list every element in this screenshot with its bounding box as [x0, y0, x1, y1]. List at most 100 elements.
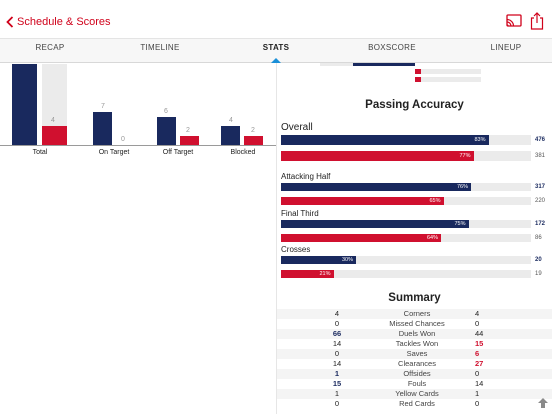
home-passing-bar: 83% — [281, 135, 489, 145]
passing-row-label: Crosses — [281, 245, 311, 254]
on-target-home-bar — [93, 112, 112, 145]
summary-home-value: 66 — [332, 329, 342, 338]
home-passing-track: 30% — [281, 256, 531, 264]
panel-divider — [276, 63, 277, 414]
away-passing-track: 21% — [281, 270, 531, 278]
summary-home-value: 4 — [334, 309, 340, 318]
off-target-away-value: 2 — [186, 127, 190, 134]
prev-home-bar — [353, 63, 415, 66]
summary-home-value: 15 — [332, 379, 342, 388]
away-passing-count: 220 — [535, 198, 546, 204]
blocked-away-bar — [244, 136, 263, 145]
away-passing-bar: 65% — [281, 197, 444, 205]
total-away-track — [42, 64, 67, 126]
summary-away-value: 6 — [475, 349, 480, 358]
home-passing-pct: 76% — [456, 184, 468, 190]
summary-stat-label: Offsides — [403, 369, 431, 378]
off-target-home-value: 6 — [164, 108, 168, 115]
tab-stats[interactable]: STATS — [226, 39, 326, 63]
shots-label: On Target — [98, 149, 130, 156]
summary-away-value: 44 — [475, 329, 484, 338]
tab-lineup[interactable]: LINEUP — [456, 39, 552, 63]
active-tab-indicator — [271, 58, 281, 63]
on-target-home-value: 7 — [101, 103, 105, 110]
tab-timeline[interactable]: TIMELINE — [110, 39, 210, 63]
summary-away-value: 4 — [475, 309, 480, 318]
summary-home-value: 1 — [334, 369, 340, 378]
away-passing-pct: 21% — [319, 271, 331, 277]
chevron-left-icon — [6, 16, 14, 28]
tab-label: TIMELINE — [140, 43, 180, 52]
home-passing-track: 75% — [281, 220, 531, 228]
summary-stat-label: Missed Chances — [389, 319, 445, 328]
summary-row: 1 Offsides 0 — [277, 369, 552, 379]
passing-row-label: Attacking Half — [281, 172, 331, 181]
blocked-away-value: 2 — [251, 127, 255, 134]
tab-label: RECAP — [35, 43, 65, 52]
blocked-home-value: 4 — [229, 117, 233, 124]
on-target-away-value: 0 — [121, 136, 125, 143]
shots-label: Blocked — [230, 149, 256, 156]
tab-label: LINEUP — [490, 43, 522, 52]
home-passing-count: 476 — [535, 137, 546, 143]
summary-home-value: 0 — [334, 349, 340, 358]
top-bar — [0, 0, 552, 38]
away-passing-bar: 21% — [281, 270, 334, 278]
summary-away-value: 14 — [475, 379, 484, 388]
summary-stat-label: Fouls — [407, 379, 427, 388]
off-target-away-bar — [180, 136, 199, 145]
back-button[interactable]: Schedule & Scores — [6, 14, 116, 30]
summary-home-value: 0 — [334, 319, 340, 328]
away-passing-pct: 64% — [426, 235, 438, 241]
summary-row: 0 Missed Chances 0 — [277, 319, 552, 329]
away-passing-track: 65% — [281, 197, 531, 205]
shots-chart: 4 Total 7 0 On Target 6 2 Off Target 4 2… — [0, 63, 276, 414]
summary-stat-label: Red Cards — [399, 399, 435, 408]
away-passing-pct: 65% — [429, 198, 441, 204]
shots-label: Off Target — [162, 149, 194, 156]
summary-row: 0 Saves 6 — [277, 349, 552, 359]
total-away-value: 4 — [51, 117, 55, 124]
tab-label: BOXSCORE — [368, 43, 416, 52]
total-away-bar — [42, 126, 67, 145]
scroll-to-top-icon[interactable] — [537, 396, 549, 408]
summary-stat-label: Tackles Won — [395, 339, 439, 348]
summary-row: 66 Duels Won 44 — [277, 329, 552, 339]
summary-row: 0 Red Cards 0 — [277, 399, 552, 409]
chart-baseline — [0, 145, 276, 146]
home-passing-pct: 75% — [454, 221, 466, 227]
summary-home-value: 1 — [334, 389, 340, 398]
summary-row: 15 Fouls 14 — [277, 379, 552, 389]
away-passing-track: 77% — [281, 151, 531, 161]
tab-recap[interactable]: RECAP — [0, 39, 100, 63]
off-target-home-bar — [157, 117, 176, 145]
tab-bar: RECAP TIMELINE STATS BOXSCORE LINEUP — [0, 38, 552, 63]
passing-accuracy-title: Passing Accuracy — [365, 99, 464, 111]
summary-away-value: 0 — [475, 369, 480, 378]
home-passing-bar: 30% — [281, 256, 356, 264]
shots-label: Total — [32, 149, 48, 156]
tab-boxscore[interactable]: BOXSCORE — [342, 39, 442, 63]
away-passing-bar: 64% — [281, 234, 441, 242]
summary-stat-label: Duels Won — [398, 329, 436, 338]
home-passing-track: 83% — [281, 135, 531, 145]
summary-row: 4 Corners 4 — [277, 309, 552, 319]
summary-home-value: 14 — [332, 339, 342, 348]
home-passing-pct: 30% — [341, 257, 353, 263]
home-passing-bar: 76% — [281, 183, 471, 191]
tab-label: STATS — [262, 43, 290, 52]
away-passing-count: 86 — [535, 235, 542, 241]
summary-row: 14 Clearances 27 — [277, 359, 552, 369]
summary-stat-label: Saves — [406, 349, 428, 358]
cast-icon[interactable] — [506, 14, 522, 28]
summary-stat-label: Clearances — [398, 359, 436, 368]
home-passing-count: 172 — [535, 221, 546, 227]
prev-bar-track — [415, 69, 481, 74]
away-passing-count: 19 — [535, 271, 542, 277]
away-passing-bar: 77% — [281, 151, 474, 161]
summary-away-value: 1 — [475, 389, 480, 398]
share-icon[interactable] — [530, 12, 544, 30]
prev-away-bar — [415, 77, 421, 82]
summary-home-value: 0 — [334, 399, 340, 408]
total-home-bar — [12, 64, 37, 145]
